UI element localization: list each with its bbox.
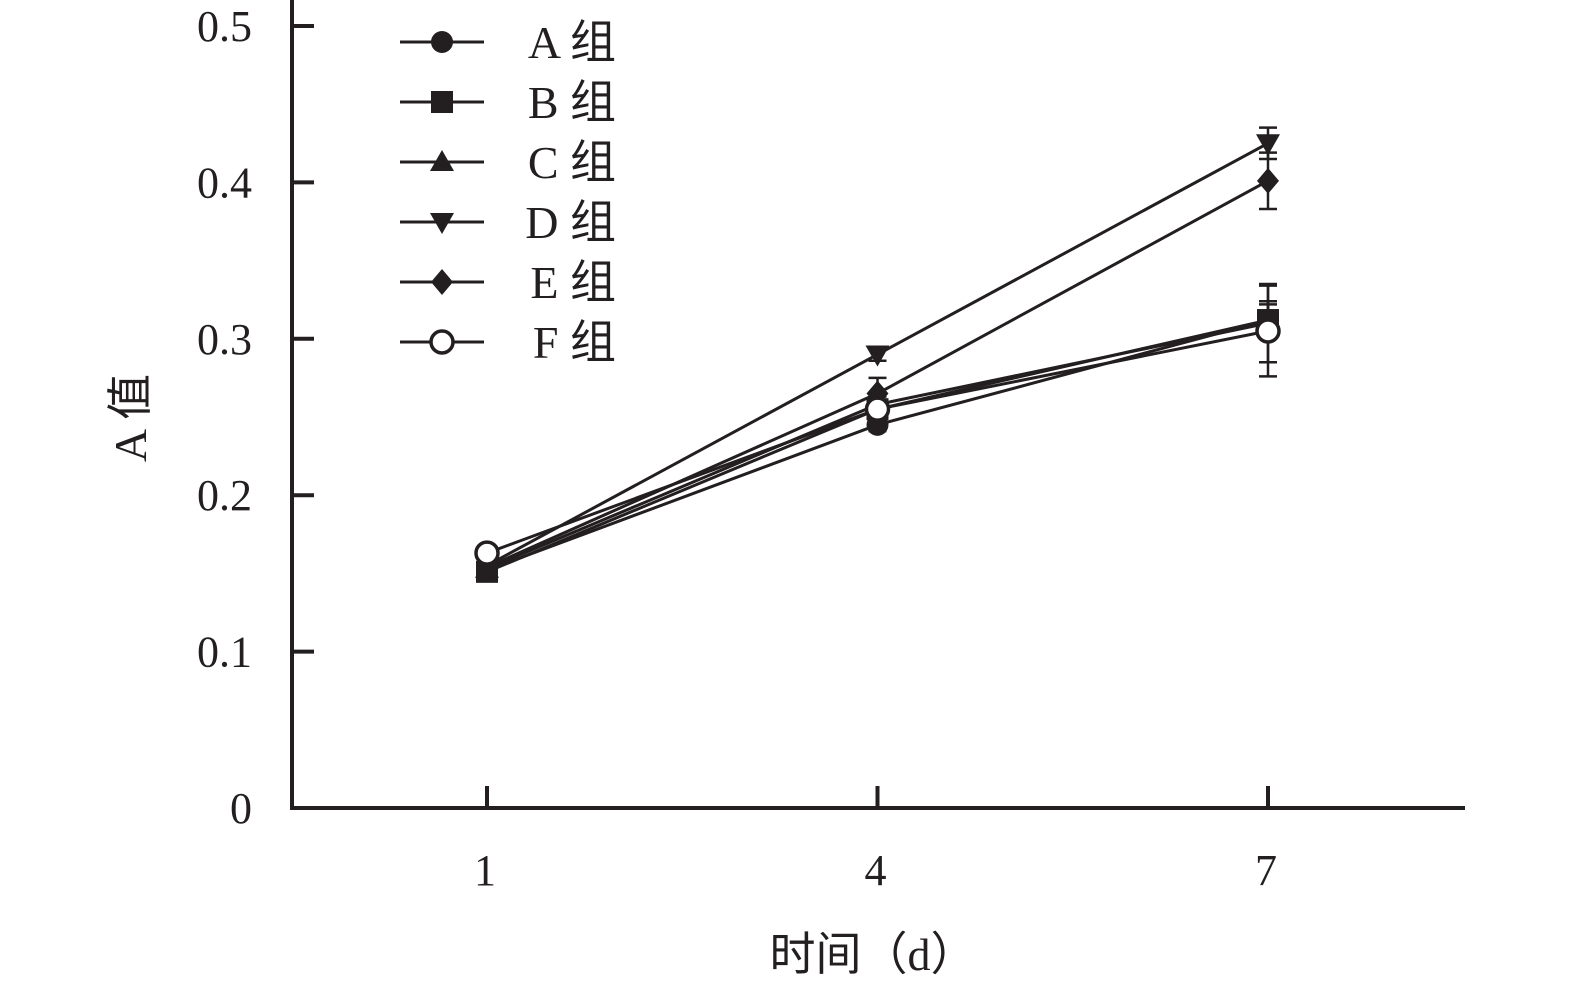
legend-marker [431,269,453,295]
y-tick-label: 0.3 [197,315,252,364]
legend-label: E 组 [530,257,616,308]
data-point [864,396,891,422]
y-axis-title: A 值 [105,374,156,462]
legend-item: C 组 [400,137,616,188]
legend-label: C 组 [528,137,616,188]
x-tick-label: 7 [1255,846,1277,895]
x-tick-label: 4 [865,846,887,895]
legend-label: B 组 [528,77,616,128]
legend-item: F 组 [400,317,616,368]
data-point [474,540,500,566]
x-axis-title: 时间（d） [770,929,977,980]
legend-item: E 组 [400,257,616,308]
legend-label: F 组 [533,317,616,368]
y-tick-label: 0.4 [197,158,252,207]
legend-marker [431,31,453,53]
legend-item: A 组 [400,17,616,68]
y-tick-label: 0.1 [197,628,252,677]
y-tick-label: 0 [230,784,252,833]
legend-item: D 组 [400,197,616,248]
legend-marker [430,150,454,171]
x-tick-label: 1 [474,846,496,895]
legend-item: B 组 [400,77,616,128]
legend-label: A 组 [528,17,616,68]
data-markers [474,134,1281,583]
legend: A 组 B 组 C 组 D 组 E 组 F 组 [400,17,616,368]
y-tick-label: 0.5 [197,2,252,51]
legend-marker [429,329,455,355]
legend-marker [430,213,454,234]
data-point [865,345,890,367]
legend-marker [431,91,453,113]
data-point [1256,134,1280,156]
data-point [1255,318,1281,344]
data-point [1257,167,1279,194]
axes: 0 0.1 0.2 0.3 0.4 0.5 1 4 7 [197,0,1465,895]
y-tick-label: 0.2 [197,471,252,520]
legend-label: D 组 [525,197,616,248]
